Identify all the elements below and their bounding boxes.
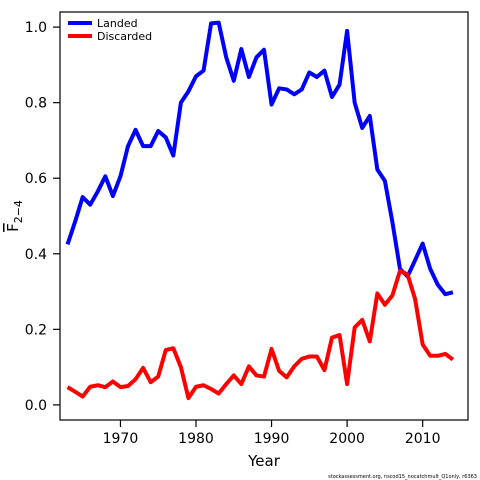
svg-text:F2−4: F2−4: [4, 200, 25, 232]
x-tick-label: 1980: [178, 431, 214, 447]
x-tick-label: 1990: [254, 431, 290, 447]
legend-label-discarded: Discarded: [97, 30, 152, 43]
x-axis-title: Year: [247, 452, 281, 470]
y-tick-label: 0.0: [25, 398, 47, 414]
y-axis-title-subscript: 2−4: [12, 200, 25, 223]
y-axis-title-main: F: [4, 223, 22, 232]
x-tick-label: 2010: [405, 431, 441, 447]
y-axis-title: F2−4: [4, 200, 25, 232]
x-tick-label: 2000: [329, 431, 365, 447]
legend-label-landed: Landed: [97, 17, 138, 30]
y-axis: 0.0 0.2 0.4 0.6 0.8 1.0: [25, 20, 60, 414]
series-line-discarded: [66, 268, 455, 401]
series-layer: [65, 20, 455, 401]
y-tick-label: 0.4: [25, 247, 47, 263]
plot-frame: [59, 11, 469, 421]
y-tick-label: 1.0: [25, 20, 47, 36]
y-tick-label: 0.2: [25, 322, 47, 338]
legend: Landed Discarded: [68, 17, 152, 43]
footer-note: stockassessment.org, nscod15_nocatchmult…: [328, 474, 477, 480]
y-tick-label: 0.6: [25, 171, 47, 187]
x-axis: 1970 1980 1990 2000 2010: [103, 420, 441, 447]
x-tick-label: 1970: [103, 431, 139, 447]
series-line-landed: [65, 20, 454, 297]
y-tick-label: 0.8: [25, 96, 47, 112]
